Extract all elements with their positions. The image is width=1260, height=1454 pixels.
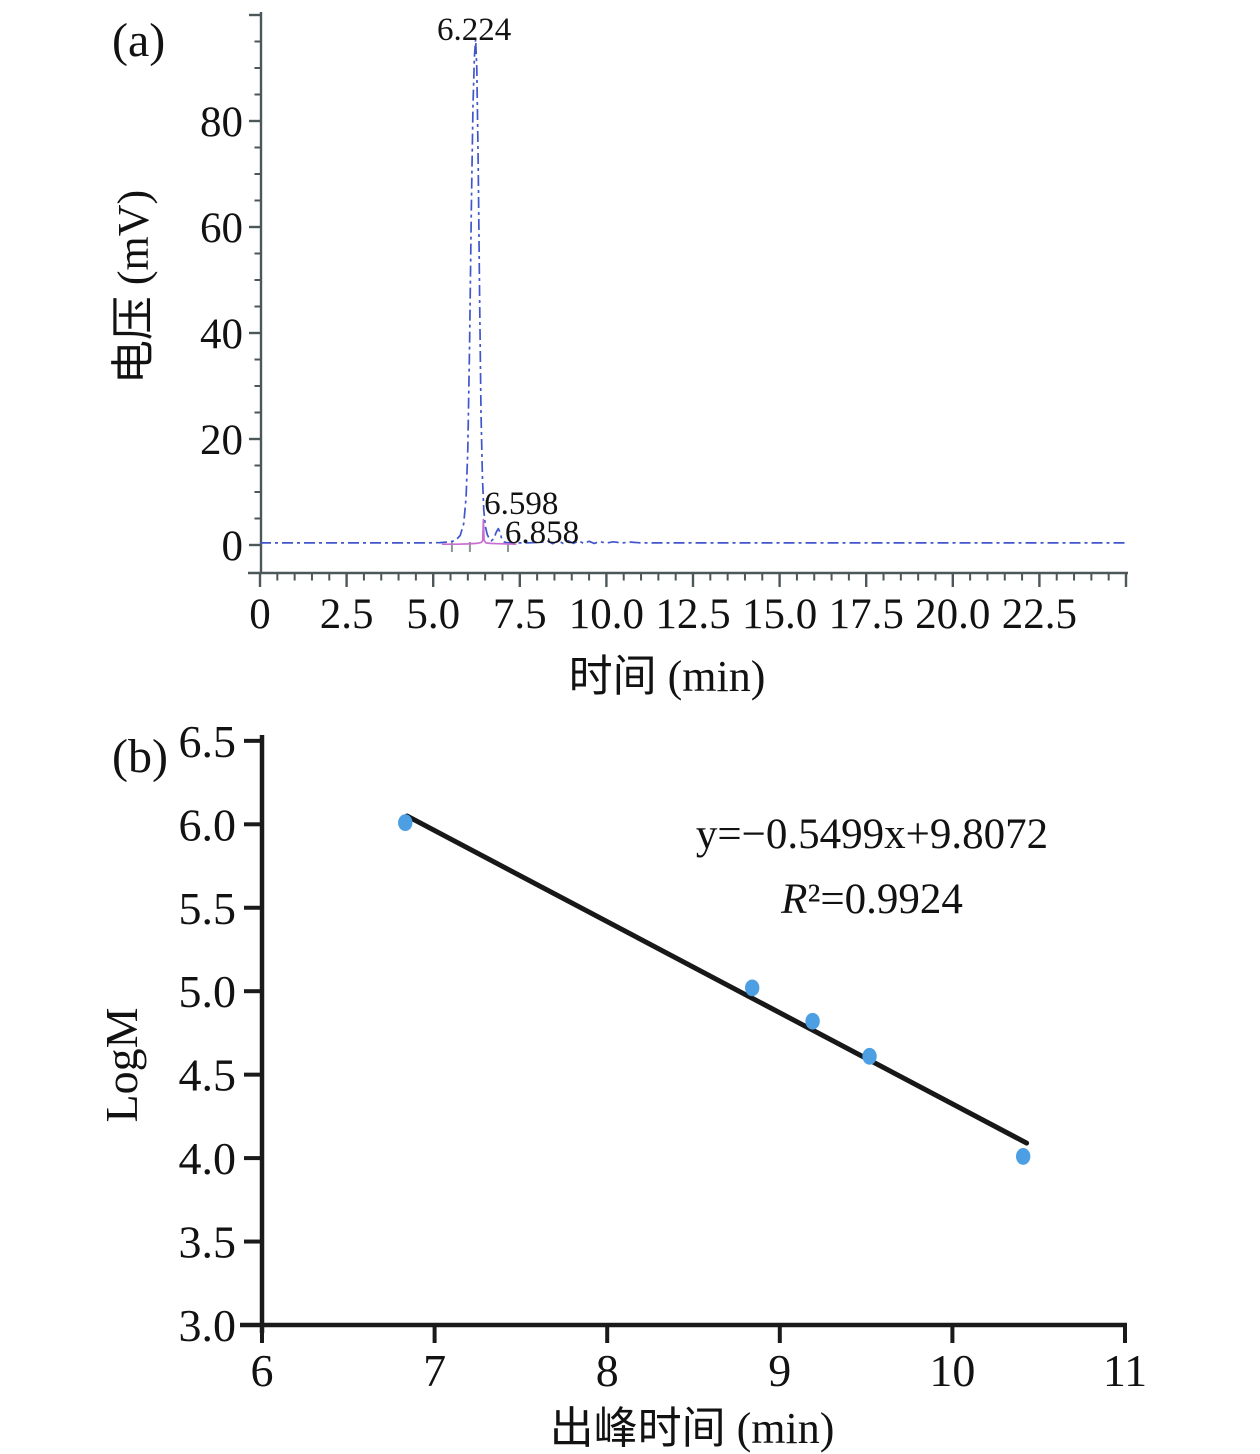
calibration-point: [805, 1012, 820, 1030]
b-y-tick-label: 5.0: [179, 966, 237, 1017]
peak-retention-label: 6.598: [484, 486, 558, 522]
b-y-tick-label: 4.5: [179, 1050, 237, 1101]
b-axes: 3.0 3.5 4.0 4.5 5.0 5.5 6.0 6.5 6 7 8 9 10 11: [179, 716, 1148, 1396]
a-y-tick-label: 0: [222, 523, 244, 570]
b-x-tick-label: 8: [596, 1345, 619, 1396]
fit-equation: y=−0.5499x+9.8072: [696, 811, 1048, 858]
a-x-tick-label: 15.0: [742, 591, 817, 638]
a-x-tick-label: 5.0: [406, 591, 460, 638]
a-traces: [260, 38, 1126, 552]
panel-a-label: (a): [112, 14, 165, 67]
b-y-tick-label: 3.5: [179, 1217, 237, 1268]
a-y-tick-label: 80: [200, 99, 243, 146]
a-x-tick-label: 10.0: [569, 591, 644, 638]
a-detector-trace-main: [260, 38, 1126, 545]
a-x-tick-label: 22.5: [1002, 591, 1077, 638]
calibration-point: [398, 814, 413, 832]
a-detector-trace-secondary: [441, 518, 517, 546]
a-axes: 0 20 40 60 80 0 2.5 5.0 7.5 10.0 12.5 15.0 17.5 20.0 2…: [200, 12, 1128, 638]
a-y-tick-label: 40: [200, 311, 243, 358]
a-y-axis-title: 电压 (mV): [109, 190, 158, 384]
r-squared-value: ²=0.9924: [807, 876, 962, 923]
b-x-tick-label: 7: [423, 1345, 446, 1396]
peak-retention-label: 6.224: [437, 12, 511, 48]
b-x-tick-label: 10: [929, 1345, 975, 1396]
a-y-tick-label: 20: [200, 417, 243, 464]
b-x-tick-label: 11: [1103, 1345, 1147, 1396]
a-x-tick-label: 20.0: [915, 591, 990, 638]
a-x-tick-label: 2.5: [320, 591, 374, 638]
b-x-tick-label: 6: [251, 1345, 274, 1396]
b-y-tick-label: 4.0: [179, 1133, 237, 1184]
b-plot: [398, 813, 1031, 1165]
b-x-axis-title: 出峰时间 (min): [550, 1404, 835, 1453]
calibration-chart: (b) LogM 出峰时间 (min) y=−0.5499x+9.8072 R²…: [96, 716, 1148, 1453]
b-y-tick-label: 5.5: [179, 883, 237, 934]
a-x-tick-label: 12.5: [655, 591, 730, 638]
a-x-axis-title: 时间 (min): [569, 652, 766, 701]
b-y-tick-label: 3.0: [179, 1300, 237, 1351]
a-x-tick-label: 17.5: [829, 591, 904, 638]
calibration-fit-line: [404, 813, 1030, 1146]
b-y-axis-title: LogM: [96, 1008, 147, 1123]
a-y-tick-label: 60: [200, 205, 243, 252]
a-x-tick-label: 0: [249, 591, 271, 638]
b-y-tick-label: 6.0: [179, 799, 237, 850]
a-x-tick-label: 7.5: [493, 591, 547, 638]
chromatogram-chart: (a) 电压 (mV) 时间 (min) 0 20 40 60 80 0 2.5 5.0 7.5…: [109, 12, 1128, 701]
calibration-point: [744, 979, 760, 997]
peak-retention-label: 6.858: [505, 515, 579, 551]
r-symbol: R: [780, 876, 807, 923]
calibration-point: [862, 1047, 877, 1065]
panel-b-label: (b): [112, 730, 168, 783]
fit-r-squared: R²=0.9924: [780, 876, 963, 923]
b-x-tick-label: 9: [768, 1345, 791, 1396]
b-y-tick-label: 6.5: [179, 716, 237, 767]
calibration-point: [1015, 1148, 1031, 1165]
